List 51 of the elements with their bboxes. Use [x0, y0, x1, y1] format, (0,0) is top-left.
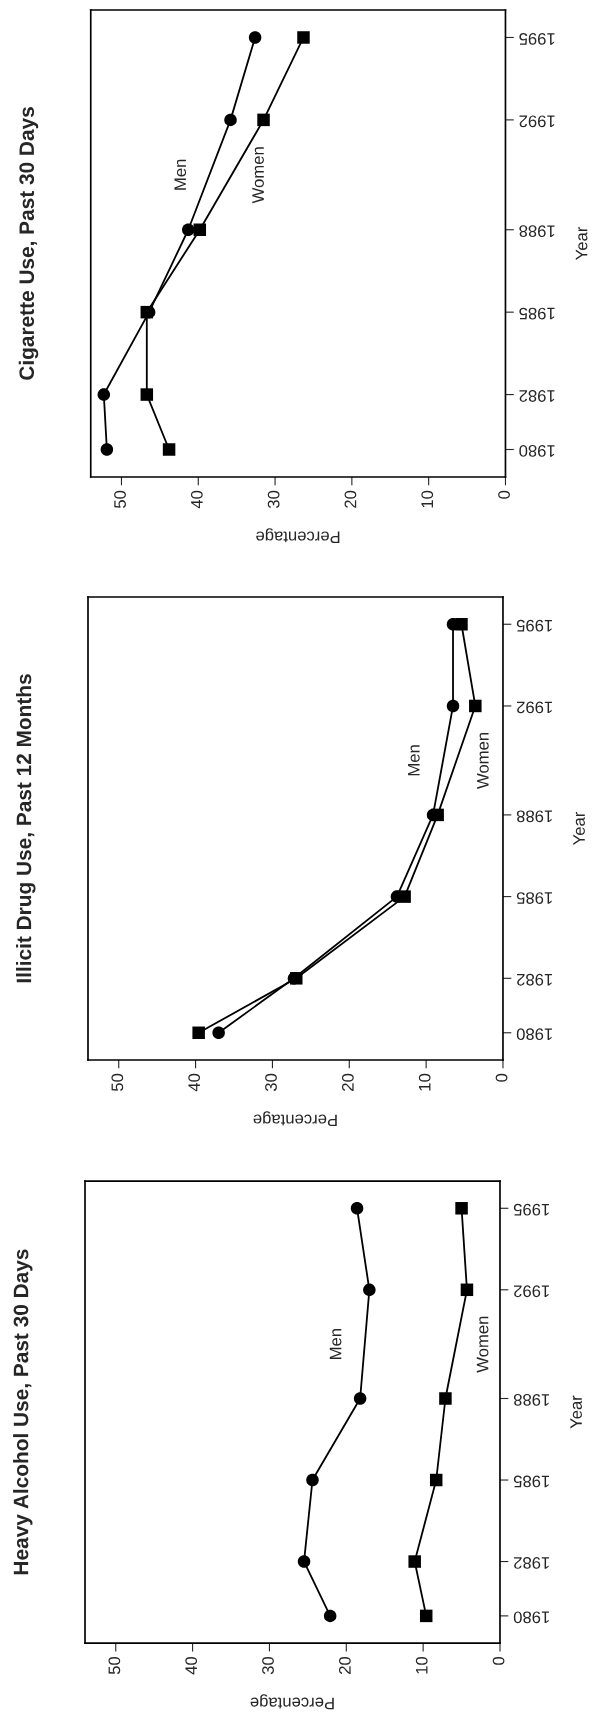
x-tick-label: 30	[265, 1073, 277, 1092]
y-tick-label: 1980	[513, 1611, 549, 1624]
x-tick-label: 10	[415, 1656, 428, 1674]
x-axis-title: Percentage	[253, 1111, 337, 1127]
x-tick-label: 0	[495, 1073, 508, 1082]
y-axis-title: Year	[573, 811, 585, 845]
x-tick-label: 0	[492, 1656, 505, 1665]
y-tick-label: 1985	[516, 892, 552, 904]
x-tick-label: 50	[111, 1073, 124, 1092]
y-tick-label: 1982	[514, 1557, 549, 1569]
y-tick-label: 1995	[513, 1203, 549, 1216]
y-axis-title: Year	[570, 1395, 582, 1429]
y-tick-label: 1992	[519, 115, 555, 128]
x-tick-label: 20	[338, 1656, 351, 1674]
text: Women	[252, 147, 264, 204]
x-tick-label: 50	[114, 490, 126, 509]
y-tick-label: 1995	[516, 619, 552, 632]
y-tick-label: 1980	[519, 445, 555, 457]
text: Men	[174, 159, 187, 190]
x-axis-title: Percentage	[256, 528, 340, 544]
y-tick-label: 1992	[517, 701, 552, 714]
y-tick-label: 1995	[519, 33, 555, 45]
x-tick-label: 30	[262, 1656, 274, 1675]
text: Men	[329, 1329, 342, 1359]
y-tick-label: 1988	[513, 1394, 549, 1406]
x-tick-label: 50	[108, 1656, 121, 1675]
text: Illicit Drug Use, Past 12 Months	[16, 674, 36, 983]
y-tick-label: 1985	[519, 307, 555, 320]
text: Heavy Alcohol Use, Past 30 Days	[13, 1249, 33, 1575]
y-tick-label: 1988	[519, 225, 555, 238]
text: Men	[408, 745, 420, 776]
y-tick-label: 1992	[514, 1285, 549, 1298]
text: Cigarette Use, Past 30 Days	[18, 107, 39, 380]
x-tick-label: 40	[188, 1073, 201, 1092]
y-tick-label: 1982	[517, 973, 552, 986]
text: Women	[476, 1316, 489, 1373]
x-tick-label: 10	[418, 1073, 431, 1091]
x-tick-label: 0	[498, 490, 510, 499]
y-tick-label: 1980	[516, 1028, 552, 1041]
x-axis-title: Percentage	[250, 1694, 334, 1710]
x-tick-label: 40	[190, 490, 203, 509]
x-tick-label: 10	[421, 490, 434, 508]
x-tick-label: 20	[344, 490, 357, 508]
y-tick-label: 1988	[516, 810, 552, 823]
y-axis-title: Year	[575, 226, 588, 260]
x-tick-label: 40	[185, 1656, 198, 1675]
x-tick-label: 30	[267, 490, 280, 509]
y-tick-label: 1985	[513, 1475, 549, 1488]
y-tick-label: 1982	[519, 390, 555, 402]
text: Women	[477, 732, 489, 789]
x-tick-label: 20	[341, 1073, 354, 1091]
